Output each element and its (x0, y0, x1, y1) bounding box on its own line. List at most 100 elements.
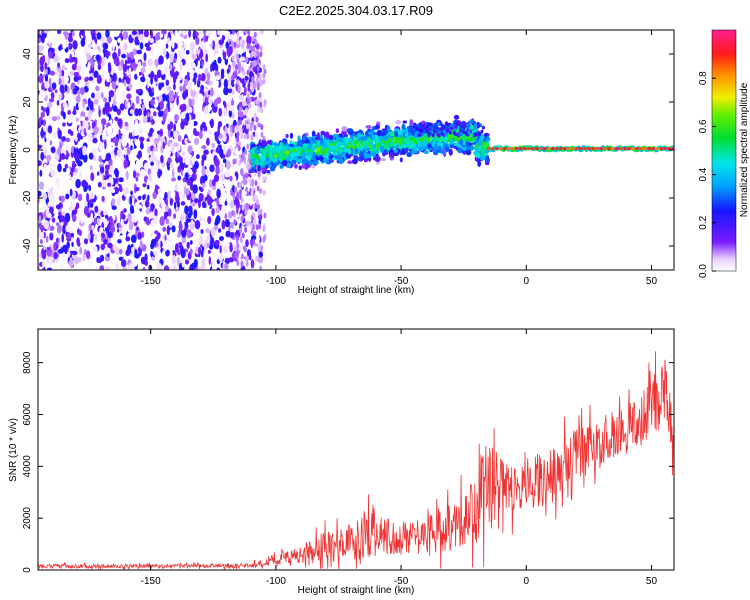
spectrogram-noise-cell (208, 256, 211, 265)
spectrogram-line-cell (583, 147, 587, 151)
spectrogram-noise-cell (93, 126, 99, 135)
spectrogram-noise-cell (135, 95, 140, 105)
spectrogram-noise-cell (44, 30, 50, 34)
spectrogram-noise-cell (228, 45, 233, 56)
spectrogram-noise-cell (57, 129, 62, 140)
spectrogram-noise-cell (93, 98, 99, 105)
spectrogram-xtick-label: -150 (141, 276, 161, 287)
spectrogram-noise-cell (40, 91, 46, 99)
spectrogram-noise-cell (184, 157, 190, 165)
spectrogram-noise-cell (119, 248, 123, 255)
spectrogram-noise-cell (69, 232, 74, 240)
spectrogram-noise-cell (180, 121, 185, 130)
spectrogram-signal-cell (467, 130, 471, 135)
spectrogram-noise-cell (187, 229, 192, 239)
spectrogram-signal-cell (364, 147, 371, 151)
spectrogram-line-cell (571, 147, 575, 151)
spectrogram-noise-cell (118, 77, 122, 83)
spectrogram-signal-cell (254, 159, 259, 166)
spectrogram-noise-cell (116, 228, 120, 233)
spectrogram-signal-cell (362, 139, 367, 145)
spectrogram-noise-cell (38, 75, 44, 84)
spectrogram-noise-cell (171, 40, 175, 49)
spectrogram-noise-cell (174, 191, 179, 201)
spectrogram-signal-cell (437, 122, 441, 126)
spectrogram-noise-cell (203, 217, 208, 225)
spectrogram-noise-cell (233, 245, 237, 252)
spectrogram-noise-cell (190, 61, 193, 68)
spectrogram-noise-cell (141, 104, 145, 112)
spectrogram-noise-cell (56, 243, 59, 250)
spectrogram-noise-cell (256, 84, 260, 91)
spectrogram-signal-cell (413, 146, 418, 151)
spectrogram-noise-cell (56, 224, 62, 234)
spectrogram-noise-cell (144, 200, 150, 208)
spectrogram-noise-cell (228, 64, 232, 72)
spectrogram-noise-cell (112, 214, 116, 221)
spectrogram-noise-cell (175, 156, 180, 163)
spectrogram-signal-cell (354, 148, 358, 155)
spectrogram-noise-cell (99, 166, 105, 174)
spectrogram-noise-cell (223, 101, 227, 109)
spectrogram-noise-cell (225, 230, 231, 238)
spectrogram-signal-cell (448, 148, 453, 156)
spectrogram-noise-cell (215, 165, 220, 175)
spectrogram-noise-cell (98, 108, 101, 118)
spectrogram-noise-cell (169, 163, 174, 169)
spectrogram-noise-cell (52, 187, 58, 197)
spectrogram-noise-cell (216, 188, 221, 199)
spectrogram-noise-cell (238, 94, 244, 101)
spectrogram-noise-cell (245, 186, 249, 193)
spectrogram-signal-cell (482, 143, 489, 148)
spectrogram-noise-cell (199, 216, 203, 222)
spectrogram-noise-cell (180, 111, 186, 120)
spectrogram-ytick-label: 0 (22, 147, 33, 153)
spectrogram-line-cell (519, 147, 523, 151)
spectrogram-noise-cell (200, 73, 206, 82)
spectrogram-signal-cell (454, 132, 458, 137)
spectrogram-signal-cell (279, 141, 284, 149)
spectrogram-signal-cell (454, 124, 458, 129)
spectrogram-noise-cell (81, 179, 87, 188)
spectrogram-noise-cell (217, 30, 221, 36)
spectrogram-noise-cell (146, 184, 150, 190)
spectrogram-noise-cell (207, 216, 212, 225)
spectrogram-noise-cell (158, 195, 162, 206)
spectrogram-noise-cell (45, 235, 49, 244)
spectrogram-noise-cell (162, 226, 167, 232)
colorbar-gradient (711, 29, 737, 272)
spectrogram-noise-cell (262, 189, 266, 196)
spectrogram-noise-cell (211, 208, 215, 217)
spectrogram-noise-cell (219, 133, 223, 139)
spectrogram-ytick-label: -40 (22, 238, 33, 253)
spectrogram-signal-cell (312, 151, 316, 158)
spectrogram-noise-cell (198, 30, 203, 37)
spectrogram-noise-cell (204, 130, 207, 135)
spectrogram-noise-cell (245, 172, 249, 179)
spectrogram-line-cell (486, 147, 491, 151)
spectrogram-noise-cell (248, 213, 252, 223)
spectrogram-signal-cell (417, 133, 421, 138)
spectrogram-noise-cell (194, 161, 199, 170)
spectrogram-noise-cell (206, 72, 211, 81)
spectrogram-noise-cell (201, 201, 207, 209)
spectrogram-noise-cell (229, 200, 235, 209)
spectrogram-noise-cell (153, 215, 159, 225)
spectrogram-noise-cell (112, 72, 117, 83)
spectrogram-noise-cell (128, 123, 134, 133)
spectrogram-noise-cell (246, 123, 250, 130)
colorbar-label: Normalized spectral amplitude (739, 82, 750, 217)
spectrogram-signal-cell (367, 131, 374, 135)
spectrogram-noise-cell (254, 180, 258, 186)
spectrogram-noise-cell (132, 48, 138, 56)
spectrogram-noise-cell (147, 78, 150, 89)
spectrogram-noise-cell (208, 243, 214, 250)
spectrogram-noise-cell (247, 249, 251, 258)
spectrogram-xtick-label: 50 (646, 276, 658, 287)
spectrogram-noise-cell (177, 134, 182, 142)
spectrogram-noise-cell (232, 194, 236, 201)
spectrogram-noise-cell (88, 199, 93, 204)
spectrogram-noise-cell (243, 155, 247, 165)
spectrogram-noise-cell (101, 221, 105, 229)
spectrogram-signal-cell (380, 157, 387, 162)
